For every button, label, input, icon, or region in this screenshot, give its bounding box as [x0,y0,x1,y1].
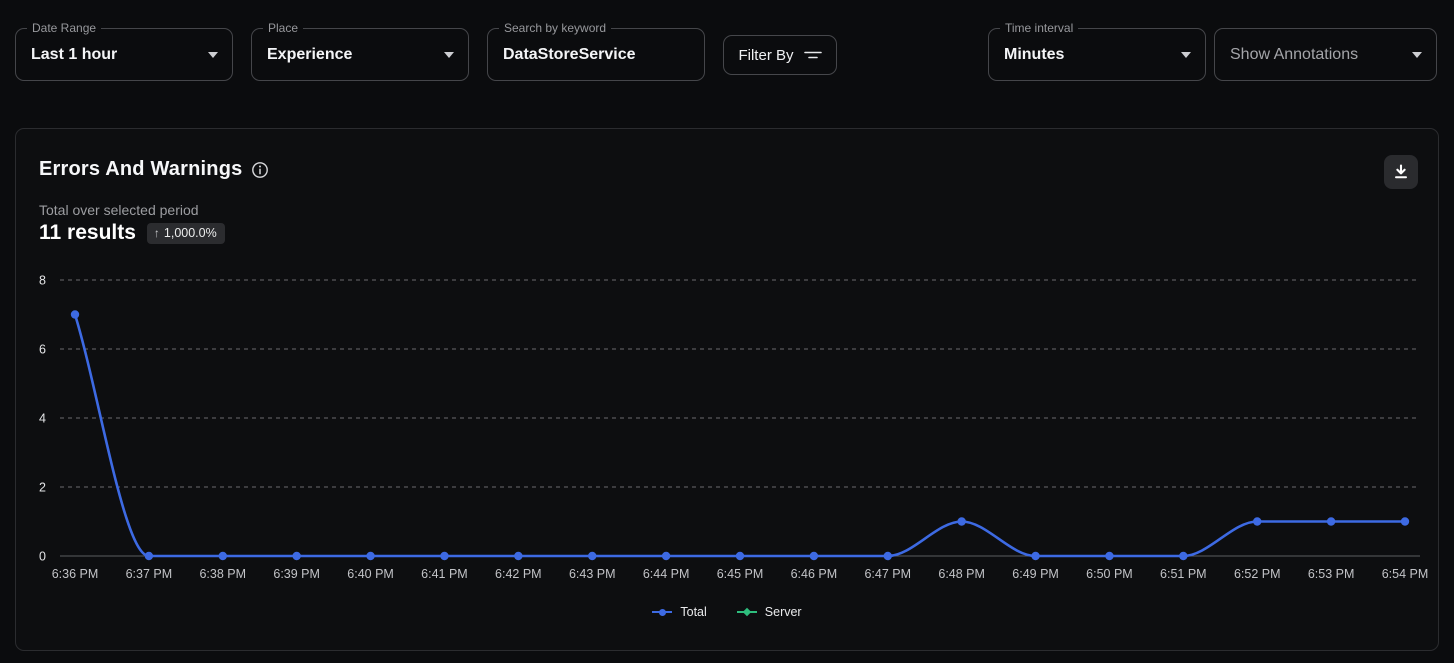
filter-by-button[interactable]: Filter By [723,35,837,75]
y-tick-label: 4 [39,412,46,426]
data-point[interactable] [1326,517,1336,526]
data-point[interactable] [588,551,597,561]
change-badge: ↑ 1,000.0% [146,222,225,244]
x-tick-label: 6:50 PM [1086,567,1133,581]
data-point[interactable] [514,551,523,561]
line-diamond-marker-icon [736,607,757,617]
filter-lines-icon [803,49,822,61]
data-point[interactable] [1253,517,1262,526]
download-icon [1393,164,1409,180]
filter-by-label: Filter By [738,46,794,64]
arrow-up-icon: ↑ [153,225,160,240]
date-range-select[interactable]: Date Range Last 1 hour [15,21,233,81]
x-tick-label: 6:38 PM [199,567,246,581]
x-tick-label: 6:53 PM [1308,567,1355,581]
results-count: 11 results [39,221,136,244]
x-tick-label: 6:40 PM [347,567,394,581]
x-tick-label: 6:42 PM [495,567,542,581]
x-tick-label: 6:51 PM [1160,567,1207,581]
panel-title: Errors And Warnings [39,158,243,180]
info-icon[interactable] [251,161,269,179]
x-tick-label: 6:48 PM [938,567,985,581]
x-tick-label: 6:36 PM [52,567,99,581]
show-annotations-value: Show Annotations [1230,45,1359,63]
y-tick-label: 8 [39,274,46,288]
x-tick-label: 6:37 PM [126,567,173,581]
y-tick-label: 2 [39,481,46,495]
errors-warnings-chart[interactable]: 0 2 4 6 8 6:36 PM 6:37 PM 6:38 PM 6:39 PM 6:40 PM… [16,269,1440,629]
date-range-label: Date Range [27,21,102,36]
data-point[interactable] [735,551,745,561]
x-tick-label: 6:45 PM [717,567,764,581]
line-circle-marker-icon [652,608,673,617]
x-tick-label: 6:54 PM [1382,567,1429,581]
x-tick-label: 6:41 PM [421,567,468,581]
data-point[interactable] [70,310,80,319]
data-point[interactable] [218,551,227,561]
series-line-total [73,313,1407,558]
time-interval-select[interactable]: Time interval Minutes [988,21,1206,81]
place-value: Experience [267,45,353,63]
data-point[interactable] [1105,551,1114,561]
y-tick-label: 0 [39,550,46,564]
x-tick-label: 6:39 PM [273,567,320,581]
x-tick-label: 6:49 PM [1012,567,1059,581]
data-point[interactable] [144,551,154,561]
show-annotations-select[interactable]: Show Annotations [1214,28,1437,81]
y-tick-label: 6 [39,343,46,357]
time-interval-value: Minutes [1004,45,1065,63]
x-tick-label: 6:44 PM [643,567,690,581]
x-tick-label: 6:43 PM [569,567,616,581]
x-tick-label: 6:52 PM [1234,567,1281,581]
legend-item-total[interactable]: Total [652,605,707,619]
chevron-down-icon [1181,51,1191,58]
chevron-down-icon [208,51,218,58]
legend-item-server[interactable]: Server [736,605,802,619]
place-label: Place [263,21,304,36]
data-point[interactable] [661,551,671,561]
x-tick-label: 6:47 PM [864,567,911,581]
data-point[interactable] [1031,551,1040,561]
data-point[interactable] [1179,551,1188,561]
change-badge-value: 1,000.0% [163,225,217,240]
data-point[interactable] [809,551,819,561]
data-point[interactable] [957,517,966,526]
place-select[interactable]: Place Experience [251,21,469,81]
chevron-down-icon [1412,51,1422,58]
search-label: Search by keyword [499,21,612,36]
keyword-search-box: Search by keyword [487,21,705,81]
legend-label-total: Total [680,605,707,619]
data-point[interactable] [292,551,301,561]
search-input[interactable] [503,45,690,64]
chevron-down-icon [444,51,454,58]
x-tick-label: 6:46 PM [791,567,838,581]
data-point[interactable] [366,551,375,561]
data-point[interactable] [1400,517,1410,526]
download-button[interactable] [1384,155,1418,189]
data-point[interactable] [883,551,892,561]
panel-subtitle: Total over selected period [39,202,199,218]
date-range-value: Last 1 hour [31,45,118,63]
legend-label-server: Server [764,605,802,619]
errors-warnings-panel: Errors And Warnings Total over selected … [15,128,1439,651]
time-interval-label: Time interval [1000,21,1079,36]
chart-legend: Total Server [16,605,1438,619]
data-point[interactable] [440,551,449,561]
